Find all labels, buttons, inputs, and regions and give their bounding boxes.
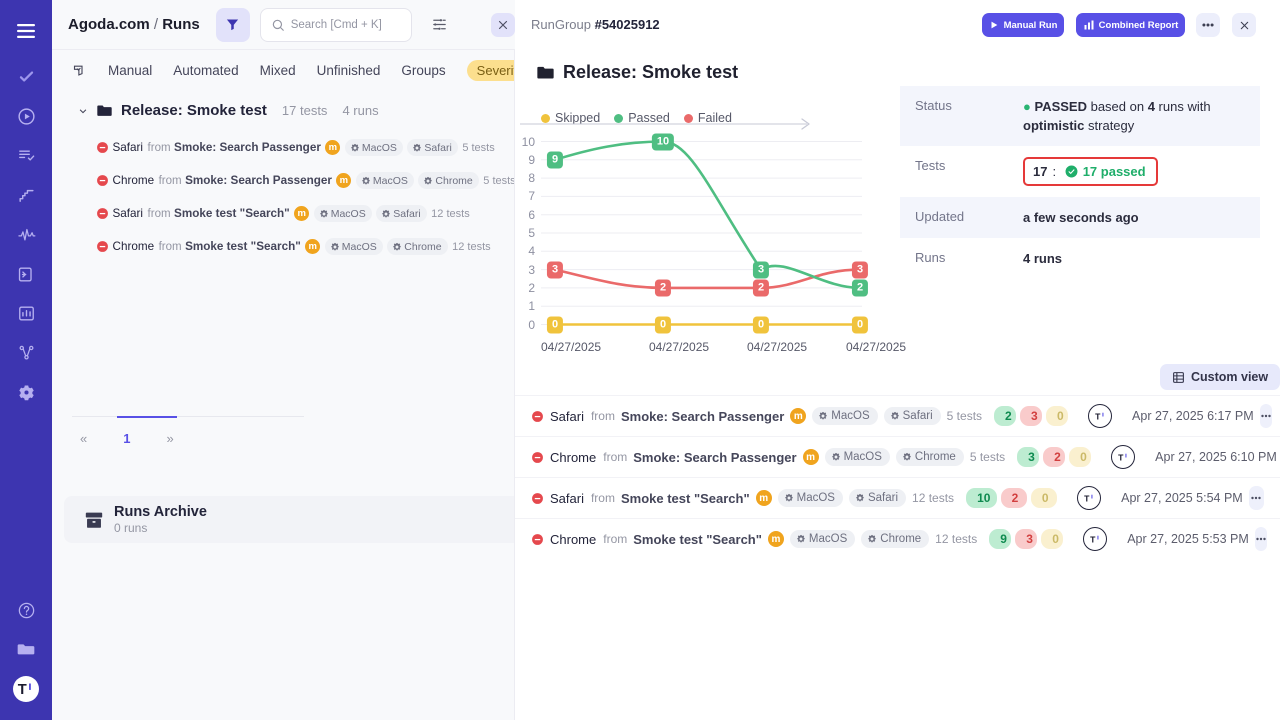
svg-text:T: T [1095, 411, 1101, 421]
svg-text:T: T [1118, 452, 1124, 462]
svg-text:T: T [1090, 534, 1096, 544]
svg-text:T: T [1084, 493, 1090, 503]
svg-text:T: T [18, 682, 27, 698]
